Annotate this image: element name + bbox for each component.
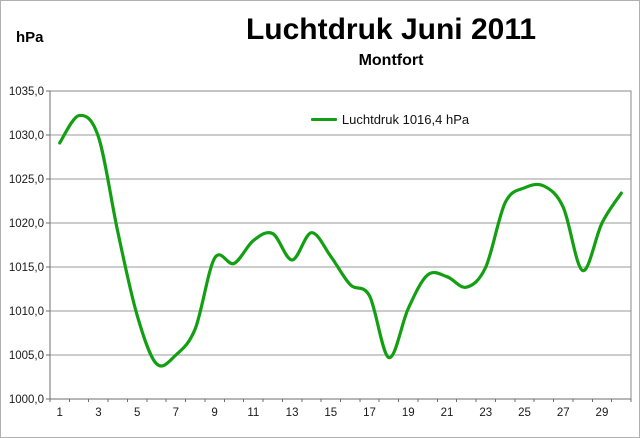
x-tick-label: 3 [95, 407, 101, 419]
y-tick-label: 1010,0 [9, 306, 44, 318]
y-tick-label: 1035,0 [9, 86, 44, 98]
x-tick-label: 11 [247, 407, 259, 419]
pressure-line [58, 113, 623, 368]
x-tick-label: 17 [363, 407, 376, 419]
y-tick-label: 1005,0 [9, 350, 44, 362]
x-tick-label: 15 [324, 407, 337, 419]
y-tick-label: 1025,0 [9, 174, 44, 186]
x-tick-label: 7 [173, 407, 179, 419]
x-tick-label: 27 [557, 407, 570, 419]
x-tick-label: 5 [134, 407, 140, 419]
chart-subtitle: Montfort [358, 52, 424, 69]
x-tick-label: 21 [441, 407, 454, 419]
chart-title: Luchtdruk Juni 2011 [245, 13, 537, 46]
y-tick-label: 1030,0 [9, 130, 44, 142]
y-tick-label: 1000,0 [9, 394, 44, 406]
x-tick-label: 23 [479, 407, 492, 419]
x-tick-label: 25 [518, 407, 531, 419]
x-tick-label: 1 [56, 407, 62, 419]
x-tick-label: 13 [286, 407, 299, 419]
y-tick-label: 1015,0 [9, 262, 44, 274]
x-tick-label: 9 [211, 407, 217, 419]
y-axis-unit-label: hPa [16, 29, 44, 46]
x-tick-label: 29 [596, 407, 609, 419]
plot-border [49, 90, 632, 400]
x-tick-label: 19 [402, 407, 415, 419]
y-tick-label: 1020,0 [9, 218, 44, 230]
